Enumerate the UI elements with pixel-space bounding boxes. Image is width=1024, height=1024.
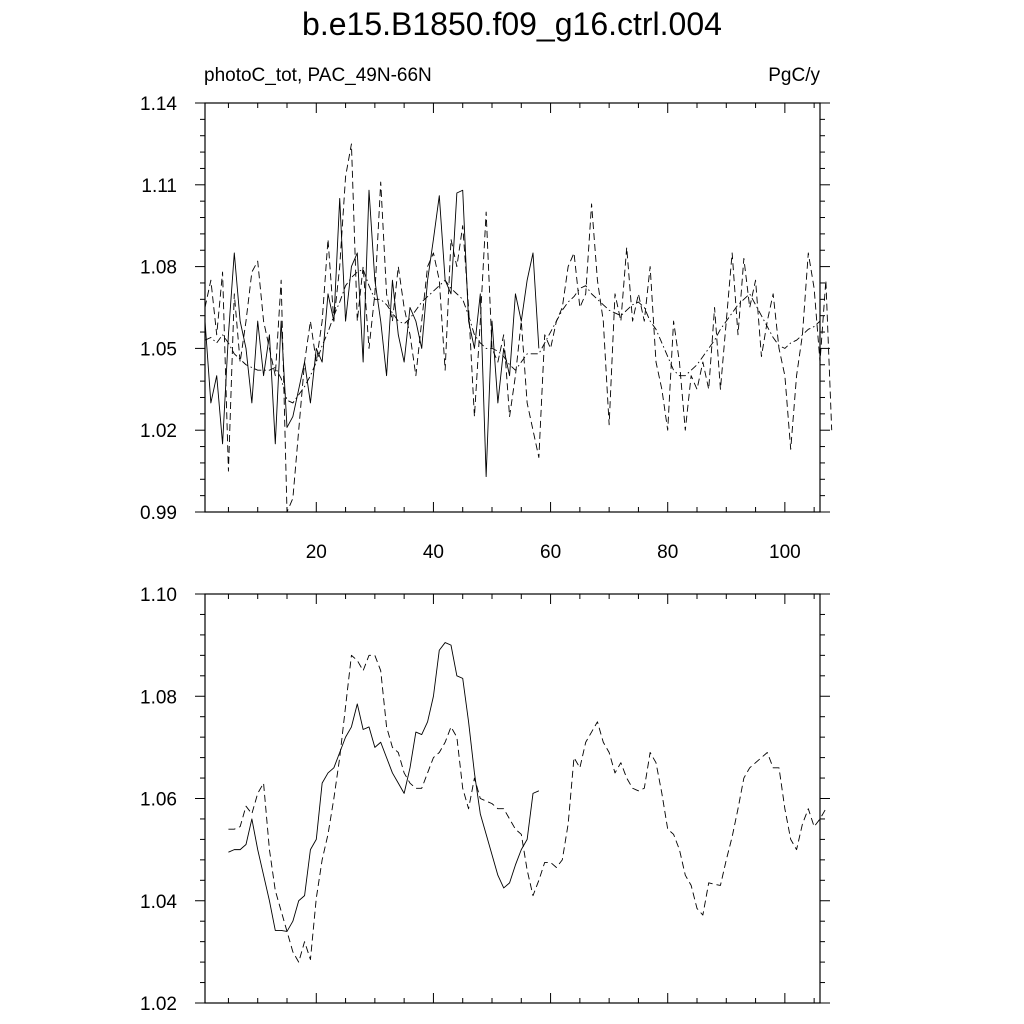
top-x-tick-label: 100 [769,542,801,563]
top-y-tick-label: 1.05 [140,339,177,360]
bottom-y-tick-label: 1.06 [140,790,177,811]
top-y-tick-label: 1.14 [140,94,177,115]
bottom-y-tick-label: 1.02 [140,994,177,1015]
bottom-panel: 1.02 1.04 1.06 1.08 1.10 [140,585,830,1015]
top-x-tick-label: 40 [423,542,444,563]
bottom-series-solid-line [228,642,540,932]
units-label: PgC/y [768,65,820,86]
top-series-dash-line [204,143,833,513]
top-y-tick-label: 1.11 [141,176,177,197]
chart-title: b.e15.B1850.f09_g16.ctrl.004 [302,6,722,42]
bottom-y-tick-label: 1.10 [140,585,177,606]
bottom-y-tick-label: 1.08 [140,687,177,708]
top-x-tick-label: 20 [306,542,327,563]
bottom-series-dash-line [228,654,827,963]
top-x-tick-label: 60 [540,542,561,563]
top-panel: 0.99 1.02 1.05 1.08 1.11 1.14 20 40 60 80 100 [140,94,833,563]
top-x-tick-label: 80 [657,542,678,563]
top-series-dashdot-line [204,268,821,404]
top-y-tick-label: 0.99 [140,503,177,524]
bottom-y-tick-label: 1.04 [140,892,177,913]
top-y-tick-label: 1.02 [140,421,177,442]
variable-region-label: photoC_tot, PAC_49N-66N [204,65,432,86]
bottom-plot-frame [204,593,821,1004]
top-y-tick-label: 1.08 [140,258,177,279]
top-series-solid-line [204,189,540,477]
